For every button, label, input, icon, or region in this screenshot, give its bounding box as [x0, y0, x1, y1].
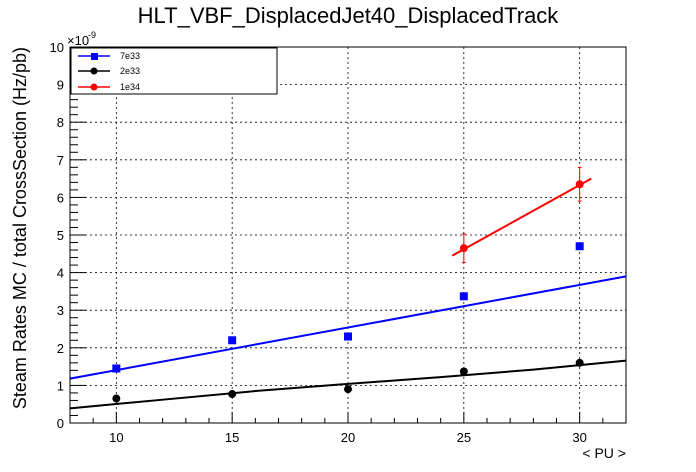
- x-tick-label: 15: [225, 430, 239, 445]
- fit-line-7e33: [69, 275, 627, 380]
- y-tick-label: 10: [50, 40, 64, 55]
- y-tick-label: 4: [57, 266, 64, 281]
- fit-line-1e34: [451, 177, 592, 257]
- legend-entry-1e34: 1e34: [78, 82, 140, 92]
- fit-lines: [69, 177, 627, 410]
- x-axis-label: < PU >: [582, 445, 626, 461]
- legend-marker-1e34: [90, 83, 98, 91]
- y-tick-label: 0: [57, 416, 64, 431]
- data-point-2e33: [112, 394, 121, 403]
- x-tick-label: 20: [341, 430, 355, 445]
- legend-marker-7e33: [91, 53, 98, 60]
- fit-line-2e33: [69, 359, 627, 410]
- data-point-1e34: [459, 244, 468, 253]
- y-tick-label: 8: [57, 115, 64, 130]
- data-point-2e33: [575, 358, 584, 367]
- data-point-7e33: [459, 292, 468, 301]
- chart-title: HLT_VBF_DisplacedJet40_DisplacedTrack: [138, 3, 560, 28]
- y-tick-label: 7: [57, 153, 64, 168]
- legend-entry-2e33: 2e33: [78, 66, 140, 76]
- data-point-7e33: [344, 332, 352, 341]
- data-point-7e33: [228, 336, 237, 345]
- y-tick-label: 9: [57, 78, 64, 93]
- data-point-1e34: [575, 180, 584, 189]
- data-point-2e33: [459, 367, 468, 376]
- data-point-2e33: [228, 390, 237, 399]
- legend: 7e33 2e33 1e34: [70, 47, 278, 95]
- legend-label-1e34: 1e34: [120, 82, 140, 92]
- y-axis-label: Steam Rates MC / total CrossSection (Hz/…: [10, 47, 30, 409]
- y-multiplier-label: ×10: [67, 33, 89, 48]
- legend-label-2e33: 2e33: [120, 66, 140, 76]
- x-tick-label: 10: [109, 430, 123, 445]
- y-tick-label: 2: [57, 341, 64, 356]
- data-points: [112, 166, 584, 403]
- x-tick-label: 30: [572, 430, 586, 445]
- data-point-7e33: [575, 242, 584, 251]
- y-tick-label: 1: [57, 378, 64, 393]
- data-point-2e33: [344, 385, 352, 394]
- legend-label-7e33: 7e33: [120, 51, 140, 61]
- y-tick-label: 3: [57, 303, 64, 318]
- x-tick-label: 25: [457, 430, 471, 445]
- data-point-7e33: [112, 364, 121, 373]
- y-tick-label: 6: [57, 190, 64, 205]
- y-multiplier-exponent: -9: [88, 30, 96, 40]
- legend-marker-2e33: [90, 67, 98, 75]
- y-tick-label: 5: [57, 228, 64, 243]
- legend-entry-7e33: 7e33: [78, 51, 140, 61]
